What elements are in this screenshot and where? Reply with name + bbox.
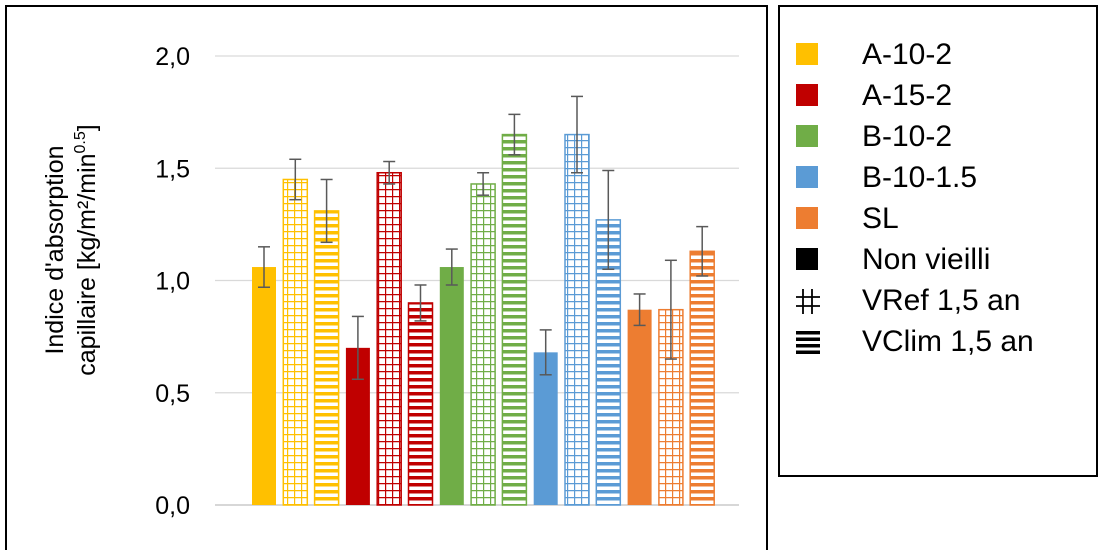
- legend-symbol-hlines: [796, 331, 820, 354]
- y-axis-label-close: ]: [73, 124, 101, 131]
- y-tick-label: 2,0: [155, 43, 190, 71]
- bar-A-10-2-1: [252, 267, 276, 505]
- legend-swatch-B-10-1.5: [796, 166, 818, 188]
- bar-B-10-1.5-1: [533, 352, 558, 505]
- legend-label: VRef 1,5 an: [862, 284, 1020, 317]
- bar-A-15-2-3: [407, 302, 434, 506]
- legend-swatch-A-15-2: [796, 84, 818, 106]
- bar-A-10-2-3: [313, 210, 340, 506]
- y-axis-label-superscript: 0.5: [72, 131, 89, 153]
- y-axis: 0,0 0,5 1,0 1,5 2,0: [155, 43, 190, 520]
- bar-B-10-2-1: [439, 267, 464, 505]
- legend-label: B-10-1.5: [862, 161, 977, 194]
- y-axis-label-line-1: Indice d'absorption: [41, 145, 69, 354]
- legend-label: A-10-2: [862, 38, 952, 71]
- bar-SL-3: [689, 250, 715, 506]
- bar-B-10-1.5-2: [564, 133, 590, 506]
- bar-A-10-2-2: [282, 178, 309, 506]
- legend-panel: A-10-2 A-15-2 B-10-2 B-10-1.5 SL Non vieilli V…: [778, 5, 1098, 477]
- y-tick-label: 0,5: [155, 380, 190, 408]
- legend-label: VClim 1,5 an: [862, 325, 1034, 358]
- y-axis-label-line-2: capillaire [kg/m²/min0.5]: [72, 124, 101, 375]
- legend: A-10-2 A-15-2 B-10-2 B-10-1.5 SL Non vieilli V…: [796, 38, 1034, 358]
- bar-B-10-2-2: [470, 183, 496, 506]
- bar-A-15-2-2: [376, 171, 402, 506]
- legend-label: Non vieilli: [862, 243, 990, 276]
- legend-swatch-B-10-2: [796, 125, 818, 147]
- legend-swatch-A-10-2: [796, 43, 818, 65]
- y-tick-label: 0,0: [155, 492, 190, 520]
- y-tick-label: 1,0: [155, 268, 190, 296]
- legend-symbol-solid: [796, 248, 818, 270]
- legend-label: B-10-2: [862, 120, 952, 153]
- error-bars: [258, 95, 709, 381]
- y-axis-label-text: capillaire [kg/m²/min: [73, 153, 101, 375]
- bars: [252, 133, 715, 506]
- legend-label: SL: [862, 202, 899, 235]
- bar-B-10-2-3: [501, 133, 528, 506]
- legend-symbol-grid: [796, 289, 820, 314]
- legend-swatch-SL: [796, 207, 818, 229]
- bar-chart: 0,0 0,5 1,0 1,5 2,0 Indice d'absorption capi…: [41, 43, 739, 520]
- legend-label: A-15-2: [862, 79, 952, 112]
- y-tick-label: 1,5: [155, 155, 190, 183]
- bar-SL-1: [627, 309, 652, 505]
- chart-panel: 0,0 0,5 1,0 1,5 2,0 Indice d'absorption capi…: [5, 5, 768, 550]
